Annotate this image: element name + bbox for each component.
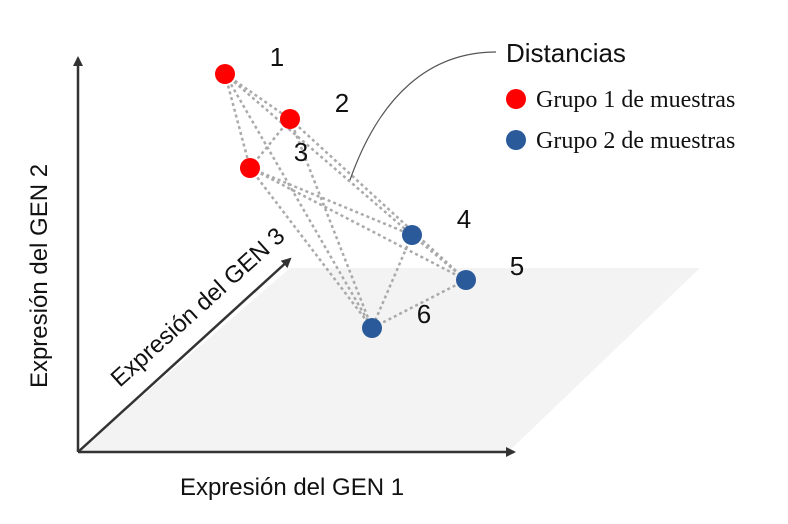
point-label-5: 5 bbox=[510, 251, 524, 281]
x-axis-label: Expresión del GEN 1 bbox=[180, 474, 404, 501]
legend-group2-label: Grupo 2 de muestras bbox=[536, 128, 735, 154]
sample-point-5 bbox=[456, 270, 476, 290]
distance-line bbox=[249, 166, 413, 237]
distance-line bbox=[370, 234, 414, 329]
point-label-4: 4 bbox=[457, 204, 471, 234]
legend-group2-marker bbox=[506, 130, 526, 150]
sample-point-2 bbox=[280, 109, 300, 129]
distance-line bbox=[289, 118, 467, 281]
sample-point-1 bbox=[215, 64, 235, 84]
distance-line bbox=[223, 73, 252, 169]
distance-line bbox=[249, 118, 291, 169]
legend-group1-label: Grupo 1 de muestras bbox=[536, 87, 735, 113]
point-label-3: 3 bbox=[294, 137, 308, 167]
distance-line bbox=[249, 166, 467, 282]
distance-line bbox=[288, 118, 374, 329]
point-label-2: 2 bbox=[335, 88, 349, 118]
distance-line bbox=[224, 73, 413, 236]
sample-point-4 bbox=[402, 225, 422, 245]
gene1-gene3-plane bbox=[78, 268, 700, 452]
y-axis-label: Expresión del GEN 2 bbox=[26, 164, 53, 388]
distance-line bbox=[223, 73, 374, 329]
sample-point-3 bbox=[240, 158, 260, 178]
point-label-1: 1 bbox=[270, 42, 284, 72]
point-label-6: 6 bbox=[417, 299, 431, 329]
distances-callout-line bbox=[349, 51, 497, 181]
z-axis bbox=[77, 257, 292, 453]
distance-line bbox=[224, 72, 291, 121]
distances-label: Distancias bbox=[506, 38, 626, 68]
sample-point-6 bbox=[362, 318, 382, 338]
legend: Grupo 1 de muestras Grupo 2 de muestras bbox=[506, 87, 735, 154]
legend-group1-marker bbox=[506, 89, 526, 109]
distance-lines bbox=[223, 72, 467, 330]
